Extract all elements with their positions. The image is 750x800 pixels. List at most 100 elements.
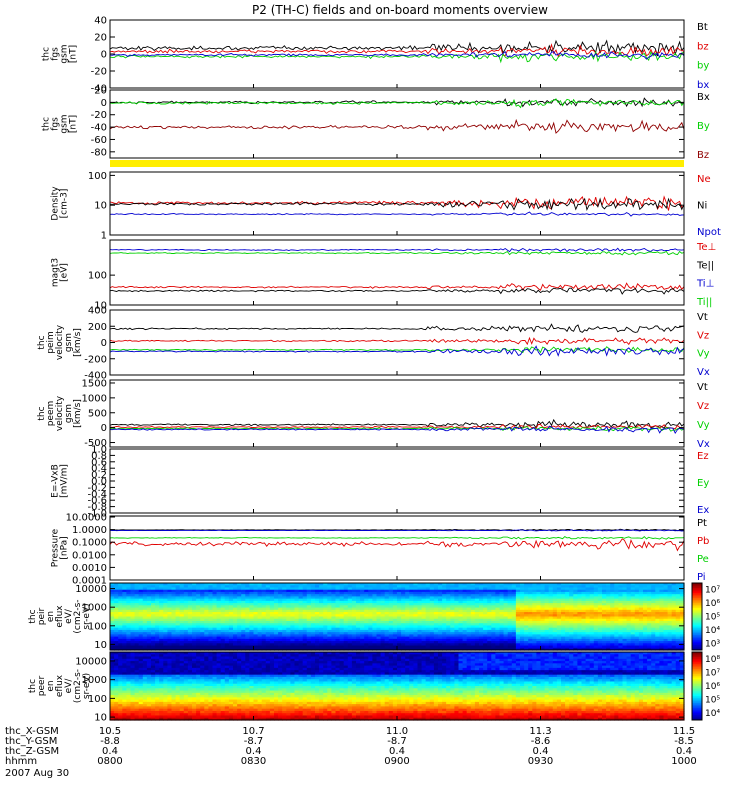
spectrogram-cell [187,645,193,649]
spectrogram-cell [142,636,148,640]
spectrogram-cell [528,645,533,649]
spectrogram-cell [438,594,443,597]
spectrogram-cell [269,636,275,640]
spectrogram-cell [663,618,669,622]
colorbar-tick-label: 10⁶ [705,599,720,609]
spectrogram-cell [130,661,136,664]
series-pressure-1 [109,538,685,552]
spectrogram-cell [347,598,353,602]
spectrogram-cell [610,625,615,629]
spectrogram-cell [450,629,455,633]
spectrogram-cell [212,632,218,635]
spectrogram-cell [130,607,136,611]
spectrogram-cell [520,618,525,622]
spectrogram-cell [622,591,628,595]
spectrogram-cell [134,704,140,707]
spectrogram-cell [167,695,173,698]
spectrogram-cell [532,645,537,649]
spectrogram-cell [183,616,189,620]
spectrogram-cell [651,585,656,589]
spectrogram-cell [159,679,164,683]
spectrogram-cell [610,587,615,591]
spectrogram-cell [269,614,275,618]
spectrogram-cell [286,643,291,647]
spectrogram-cell [511,591,517,595]
spectrogram-cell [548,616,554,620]
spectrogram-cell [138,627,144,631]
spectrogram-cell [630,607,636,611]
spectrogram-cell [675,645,681,649]
spectrogram-cell [130,645,136,649]
spectrogram-cell [167,667,173,671]
spectrogram-cell [630,632,636,635]
spectrogram-cell [614,605,619,609]
spectrogram-cell [388,632,394,635]
spectrogram-cell [425,641,431,644]
spectrogram-cell [507,629,513,633]
spectrogram-cell [392,643,398,647]
spectrogram-cell [643,609,648,613]
spectrogram-cell [315,612,320,615]
spectrogram-cell [216,647,222,651]
spectrogram-cell [565,598,570,602]
spectrogram-cell [339,587,345,591]
spectrogram-cell [544,589,550,593]
spectrogram-cell [306,634,312,638]
spectrogram-cell [446,623,451,627]
spectrogram-cell [552,587,558,591]
spectrogram-cell [479,634,484,638]
spectrogram-cell [556,609,562,613]
spectrogram-cell [655,589,660,593]
spectrogram-cell [384,645,390,649]
spectrogram-cell [626,591,632,595]
spectrogram-cell [376,632,382,635]
spectrogram-cell [479,600,484,604]
spectrogram-cell [269,594,275,597]
spectrogram-cell [134,667,140,671]
spectrogram-cell [134,688,140,692]
spectrogram-cell [142,679,148,683]
spectrogram-cell [446,585,451,589]
spectrogram-cell [655,587,660,591]
spectrogram-cell [388,623,394,627]
spectrogram-cell [163,618,168,622]
spectrogram-cell [593,629,599,633]
series-peim-2 [109,346,685,354]
spectrogram-cell [142,594,148,597]
spectrogram-cell [265,627,271,631]
spectrogram-cell [343,607,349,611]
spectrogram-cell [520,607,525,611]
spectrogram-cell [602,638,607,642]
spectrogram-cell [647,634,652,638]
spectrogram-cell [306,620,312,624]
spectrogram-cell [114,625,119,629]
spectrogram-cell [224,585,230,589]
spectrogram-cell [220,643,226,647]
spectrogram-cell [483,614,488,618]
spectrogram-cell [622,616,628,620]
spectrogram-cell [126,620,132,624]
spectrogram-cell [286,594,291,597]
spectrogram-cell [565,612,570,615]
spectrogram-cell [602,647,607,651]
spectrogram-cell [667,605,673,609]
spectrogram-cell [114,713,119,717]
spectrogram-cell [224,616,230,620]
y-tick-label: 40 [94,16,107,27]
spectrogram-cell [454,618,460,622]
spectrogram-cell [622,618,628,622]
spectrogram-cell [204,643,209,647]
spectrogram-cell [421,643,427,647]
spectrogram-cell [360,645,365,649]
spectrogram-cell [556,585,562,589]
spectrogram-cell [438,634,443,638]
spectrogram-cell [155,713,160,717]
spectrogram-cell [146,632,152,635]
spectrogram-cell [429,638,435,642]
spectrogram-cell [142,672,148,676]
spectrogram-cell [343,585,349,589]
spectrogram-cell [134,598,140,602]
spectrogram-cell [675,616,681,620]
spectrogram-cell [142,681,148,685]
spectrogram-cell [442,605,447,609]
